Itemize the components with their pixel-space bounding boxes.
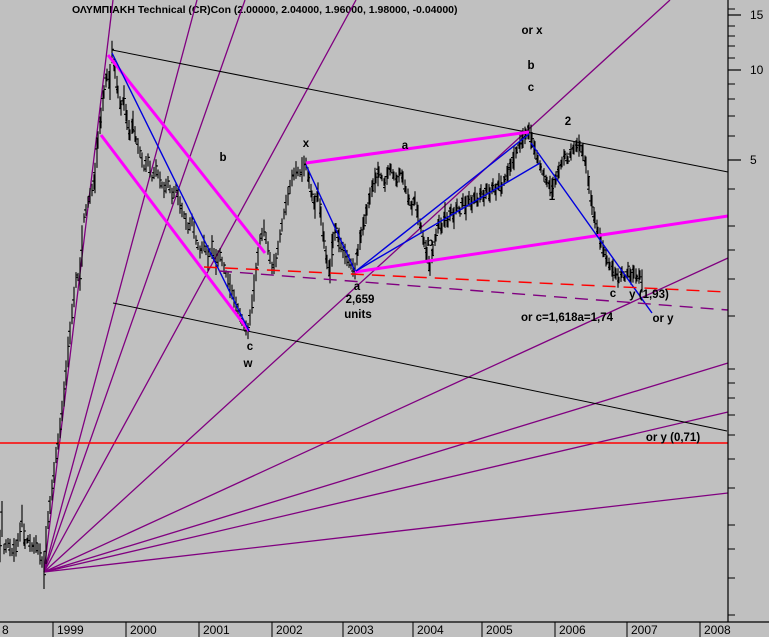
x-axis-label-2007: 2007: [631, 623, 658, 637]
x-axis-label-2000: 2000: [130, 623, 157, 637]
fan-line-1: [43, 0, 114, 573]
blue-a-to-apex: [355, 133, 530, 272]
fan-line-8: [43, 411, 729, 573]
x-axis-label-2006: 2006: [559, 623, 586, 637]
blue-decline-or-y: [530, 142, 653, 314]
fan-line-4: [43, 0, 357, 573]
label-c-top: c: [528, 82, 535, 94]
x-axis-label-2005: 2005: [486, 623, 513, 637]
blue-a-to-junction: [355, 162, 541, 272]
blue-peak-decline: [111, 52, 250, 332]
label-2: 2: [565, 116, 571, 128]
black-channel-lower: [112, 302, 728, 432]
fan-line-7: [43, 362, 729, 573]
label-a-wedge: a: [402, 140, 409, 152]
fan-line-9: [43, 492, 729, 573]
label-b-left: b: [219, 152, 226, 164]
y-axis-label-10: 10: [750, 63, 764, 77]
y-axis-label-5: 5: [750, 153, 757, 167]
x-axis-label-2004: 2004: [417, 623, 444, 637]
x-axis: 8 1999 2000 2001 2002 2003 2004 2005 2006 2007 200…: [0, 621, 769, 637]
label-b-mid: b: [426, 237, 433, 249]
magenta-channel-upper: [106, 54, 267, 254]
label-x: x: [303, 138, 310, 150]
fan-line-2: [43, 0, 198, 573]
x-axis-label-2003: 2003: [347, 623, 374, 637]
x-axis-label-2008: 2008: [704, 623, 731, 637]
label-b-top: b: [527, 60, 534, 72]
label-c-low: c: [247, 341, 254, 353]
magenta-support: [354, 214, 729, 274]
label-or-c-1618: or c=1,618a=1,74: [521, 312, 614, 324]
y-axis-label-15: 15: [750, 8, 764, 22]
x-axis-label-2001: 2001: [203, 623, 230, 637]
x-axis-label-1999: 1999: [57, 623, 84, 637]
magenta-wedge-top: [305, 130, 530, 165]
price-series: [0, 40, 643, 589]
red-dashed-target: [203, 266, 729, 293]
x-axis-label-2002: 2002: [276, 623, 303, 637]
label-w: w: [243, 358, 253, 370]
label-a-low: a: [354, 281, 361, 293]
gann-fan-lines: [43, 0, 729, 573]
trend-lines: [99, 49, 729, 432]
fan-line-5: [43, 0, 671, 573]
label-2659: 2,659: [346, 294, 375, 306]
label-or-y-right: or y: [652, 313, 674, 325]
purple-dashed-target: [218, 270, 729, 311]
label-units: units: [344, 309, 371, 321]
fan-line-6: [43, 257, 729, 573]
label-or-y-071: or y (0,71): [646, 432, 700, 444]
label-y-193: y (1,93): [629, 289, 669, 301]
x-axis-label-8: 8: [2, 623, 9, 637]
magenta-channel-lower: [99, 134, 251, 332]
y-axis: 15 10 5: [727, 0, 764, 622]
black-channel-upper: [111, 49, 729, 173]
label-or-x: or x: [521, 25, 543, 37]
blue-x-to-a: [305, 164, 356, 272]
label-1: 1: [549, 191, 556, 203]
label-c-right: c: [610, 288, 617, 300]
chart-title: ΟΛΥΜΠΙΑΚΗ Technical (CR)Con (2.00000, 2.…: [72, 4, 458, 16]
fan-line-3: [43, 0, 246, 573]
price-bars: [0, 40, 643, 589]
